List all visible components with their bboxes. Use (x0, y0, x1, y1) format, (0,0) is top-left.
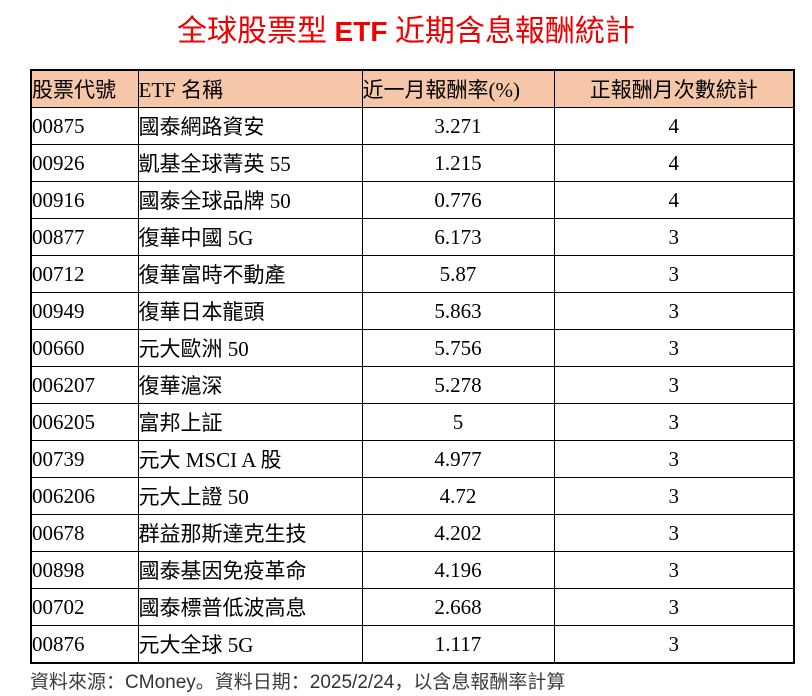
column-header-etf-name: ETF 名稱 (137, 69, 363, 108)
page: 全球股票型 ETF 近期含息報酬統計 股票代號 ETF 名稱 近一月報酬率(%)… (0, 10, 812, 696)
source-name: CMoney (125, 672, 196, 693)
table-row: 00916 國泰全球品牌 50 0.776 4 (30, 181, 795, 219)
cell-positive-months: 3 (553, 329, 795, 367)
table-row: 006207 復華滬深 5.278 3 (30, 366, 795, 404)
cell-stock-code: 00875 (30, 107, 139, 145)
cell-positive-months: 3 (553, 477, 795, 515)
cell-positive-months: 3 (553, 588, 795, 626)
cell-etf-name: 元大全球 5G (137, 625, 363, 664)
table-header-row: 股票代號 ETF 名稱 近一月報酬率(%) 正報酬月次數統計 (30, 69, 795, 108)
cell-monthly-return: 5.756 (361, 329, 555, 367)
date-label: 。資料日期： (195, 672, 310, 693)
cell-stock-code: 00877 (30, 218, 139, 256)
source-suffix: ，以含息報酬率計算 (394, 672, 566, 693)
cell-etf-name: 元大歐洲 50 (137, 329, 363, 367)
cell-monthly-return: 5.278 (361, 366, 555, 404)
cell-stock-code: 00712 (30, 255, 139, 293)
data-date: 2025/2/24 (309, 672, 395, 693)
cell-monthly-return: 5.863 (361, 292, 555, 330)
cell-etf-name: 國泰全球品牌 50 (137, 181, 363, 219)
cell-stock-code: 00949 (30, 292, 139, 330)
cell-etf-name: 元大 MSCI A 股 (137, 440, 363, 478)
cell-etf-name: 復華富時不動產 (137, 255, 363, 293)
cell-stock-code: 006206 (30, 477, 139, 515)
cell-etf-name: 復華中國 5G (137, 218, 363, 256)
cell-etf-name: 國泰標普低波高息 (137, 588, 363, 626)
cell-etf-name: 凱基全球菁英 55 (137, 144, 363, 182)
table-row: 00949 復華日本龍頭 5.863 3 (30, 292, 795, 330)
cell-positive-months: 4 (553, 144, 795, 182)
cell-monthly-return: 4.977 (361, 440, 555, 478)
cell-etf-name: 群益那斯達克生技 (137, 514, 363, 552)
cell-positive-months: 3 (553, 255, 795, 293)
cell-etf-name: 元大上證 50 (137, 477, 363, 515)
cell-positive-months: 3 (553, 403, 795, 441)
cell-stock-code: 00876 (30, 625, 139, 664)
table-row: 00739 元大 MSCI A 股 4.977 3 (30, 440, 795, 478)
cell-monthly-return: 1.117 (361, 625, 555, 664)
page-title-etf: ETF (334, 16, 388, 47)
cell-positive-months: 3 (553, 366, 795, 404)
cell-positive-months: 3 (553, 514, 795, 552)
cell-stock-code: 00702 (30, 588, 139, 626)
cell-monthly-return: 1.215 (361, 144, 555, 182)
cell-positive-months: 3 (553, 292, 795, 330)
source-note: 資料來源：CMoney。資料日期：2025/2/24，以含息報酬率計算 (30, 670, 812, 696)
cell-monthly-return: 2.668 (361, 588, 555, 626)
cell-etf-name: 國泰基因免疫革命 (137, 551, 363, 589)
table-row: 00877 復華中國 5G 6.173 3 (30, 218, 795, 256)
table-row: 00712 復華富時不動產 5.87 3 (30, 255, 795, 293)
cell-stock-code: 00660 (30, 329, 139, 367)
page-title: 全球股票型 ETF 近期含息報酬統計 (0, 10, 812, 54)
cell-monthly-return: 4.196 (361, 551, 555, 589)
column-header-stock-code: 股票代號 (30, 69, 139, 108)
cell-monthly-return: 4.202 (361, 514, 555, 552)
cell-stock-code: 00926 (30, 144, 139, 182)
page-title-cjk-right: 近期含息報酬統計 (387, 15, 635, 48)
table-row: 006205 富邦上証 5 3 (30, 403, 795, 441)
cell-etf-name: 復華滬深 (137, 366, 363, 404)
cell-monthly-return: 5.87 (361, 255, 555, 293)
etf-returns-table: 股票代號 ETF 名稱 近一月報酬率(%) 正報酬月次數統計 00875 國泰網路… (30, 69, 795, 664)
cell-positive-months: 3 (553, 625, 795, 664)
table-header: 股票代號 ETF 名稱 近一月報酬率(%) 正報酬月次數統計 (30, 69, 795, 108)
cell-monthly-return: 6.173 (361, 218, 555, 256)
cell-etf-name: 富邦上証 (137, 403, 363, 441)
table-row: 00876 元大全球 5G 1.117 3 (30, 625, 795, 664)
cell-positive-months: 3 (553, 551, 795, 589)
table-row: 00702 國泰標普低波高息 2.668 3 (30, 588, 795, 626)
table-row: 00678 群益那斯達克生技 4.202 3 (30, 514, 795, 552)
cell-stock-code: 00898 (30, 551, 139, 589)
cell-etf-name: 國泰網路資安 (137, 107, 363, 145)
cell-monthly-return: 0.776 (361, 181, 555, 219)
cell-stock-code: 006205 (30, 403, 139, 441)
cell-stock-code: 00739 (30, 440, 139, 478)
table-row: 006206 元大上證 50 4.72 3 (30, 477, 795, 515)
cell-positive-months: 4 (553, 181, 795, 219)
cell-etf-name: 復華日本龍頭 (137, 292, 363, 330)
table-row: 00660 元大歐洲 50 5.756 3 (30, 329, 795, 367)
column-header-monthly-return: 近一月報酬率(%) (361, 69, 555, 108)
cell-monthly-return: 4.72 (361, 477, 555, 515)
table-row: 00875 國泰網路資安 3.271 4 (30, 107, 795, 145)
table-body: 00875 國泰網路資安 3.271 4 00926 凱基全球菁英 55 1.215 4 009… (30, 107, 795, 664)
page-title-cjk-left: 全球股票型 (177, 15, 335, 48)
cell-stock-code: 006207 (30, 366, 139, 404)
cell-positive-months: 4 (553, 107, 795, 145)
cell-positive-months: 3 (553, 218, 795, 256)
source-label: 資料來源： (30, 672, 126, 693)
cell-positive-months: 3 (553, 440, 795, 478)
cell-monthly-return: 5 (361, 403, 555, 441)
column-header-positive-months: 正報酬月次數統計 (553, 69, 795, 108)
cell-monthly-return: 3.271 (361, 107, 555, 145)
cell-stock-code: 00678 (30, 514, 139, 552)
table-row: 00898 國泰基因免疫革命 4.196 3 (30, 551, 795, 589)
table-row: 00926 凱基全球菁英 55 1.215 4 (30, 144, 795, 182)
cell-stock-code: 00916 (30, 181, 139, 219)
